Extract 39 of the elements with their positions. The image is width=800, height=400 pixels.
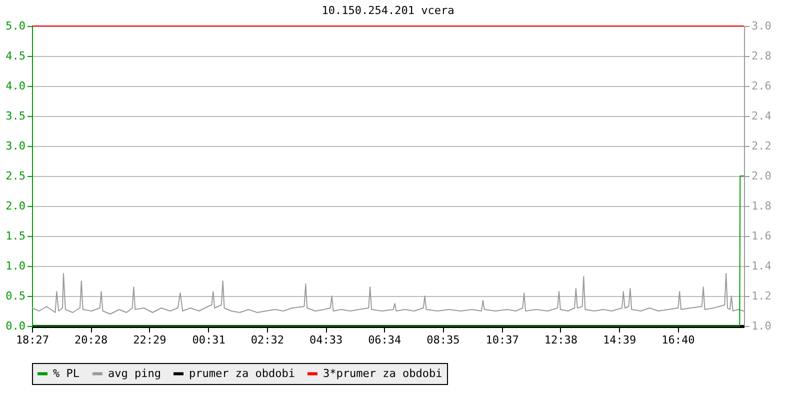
x-tick-label: 00:31	[192, 334, 226, 346]
y-tick-label: 4.5	[6, 50, 26, 62]
y2-tick-label: 1.4	[752, 260, 772, 272]
y-tick-label: 0.5	[6, 290, 26, 302]
x-tick-label: 16:40	[662, 334, 695, 346]
y2-tick-label: 1.8	[752, 200, 772, 212]
y-tick-label: 2.0	[6, 200, 26, 212]
y-tick-label: 0.0	[6, 320, 26, 332]
x-tick-label: 06:34	[368, 334, 402, 346]
x-tick-label: 12:38	[544, 334, 578, 346]
x-tick-label: 08:35	[426, 334, 460, 346]
legend-label: prumer za obdobi	[189, 366, 295, 380]
x-tick-label: 18:27	[16, 334, 50, 346]
y-tick-label: 2.5	[6, 170, 26, 182]
x-tick-label: 20:28	[74, 334, 108, 346]
y2-tick-label: 1.0	[752, 320, 772, 332]
y-tick-label: 1.5	[6, 230, 26, 242]
x-tick-label: 04:33	[309, 334, 343, 346]
legend-label: avg ping	[108, 366, 161, 380]
y2-tick-label: 2.2	[752, 140, 772, 152]
legend-label: 3*prumer za obdobi	[323, 366, 442, 380]
chart-title: 10.150.254.201 vcera	[322, 4, 454, 17]
y-tick-label: 3.0	[6, 140, 26, 152]
y2-tick-label: 2.8	[752, 50, 772, 62]
x-tick-label: 02:32	[250, 334, 284, 346]
y-tick-label: 3.5	[6, 110, 26, 122]
y-tick-label: 5.0	[6, 20, 26, 32]
y2-tick-label: 1.2	[752, 290, 772, 302]
x-tick-label: 14:39	[602, 334, 636, 346]
y2-tick-label: 2.0	[752, 170, 772, 182]
y2-tick-label: 2.4	[752, 110, 772, 122]
x-tick-label: 10:37	[486, 334, 519, 346]
y2-tick-label: 3.0	[752, 20, 772, 32]
y2-tick-label: 2.6	[752, 80, 772, 92]
y-tick-label: 4.0	[6, 80, 26, 92]
legend-label: % PL	[53, 366, 80, 380]
y2-tick-label: 1.6	[752, 230, 772, 242]
y-tick-label: 1.0	[6, 260, 26, 272]
x-tick-label: 22:29	[133, 334, 166, 346]
